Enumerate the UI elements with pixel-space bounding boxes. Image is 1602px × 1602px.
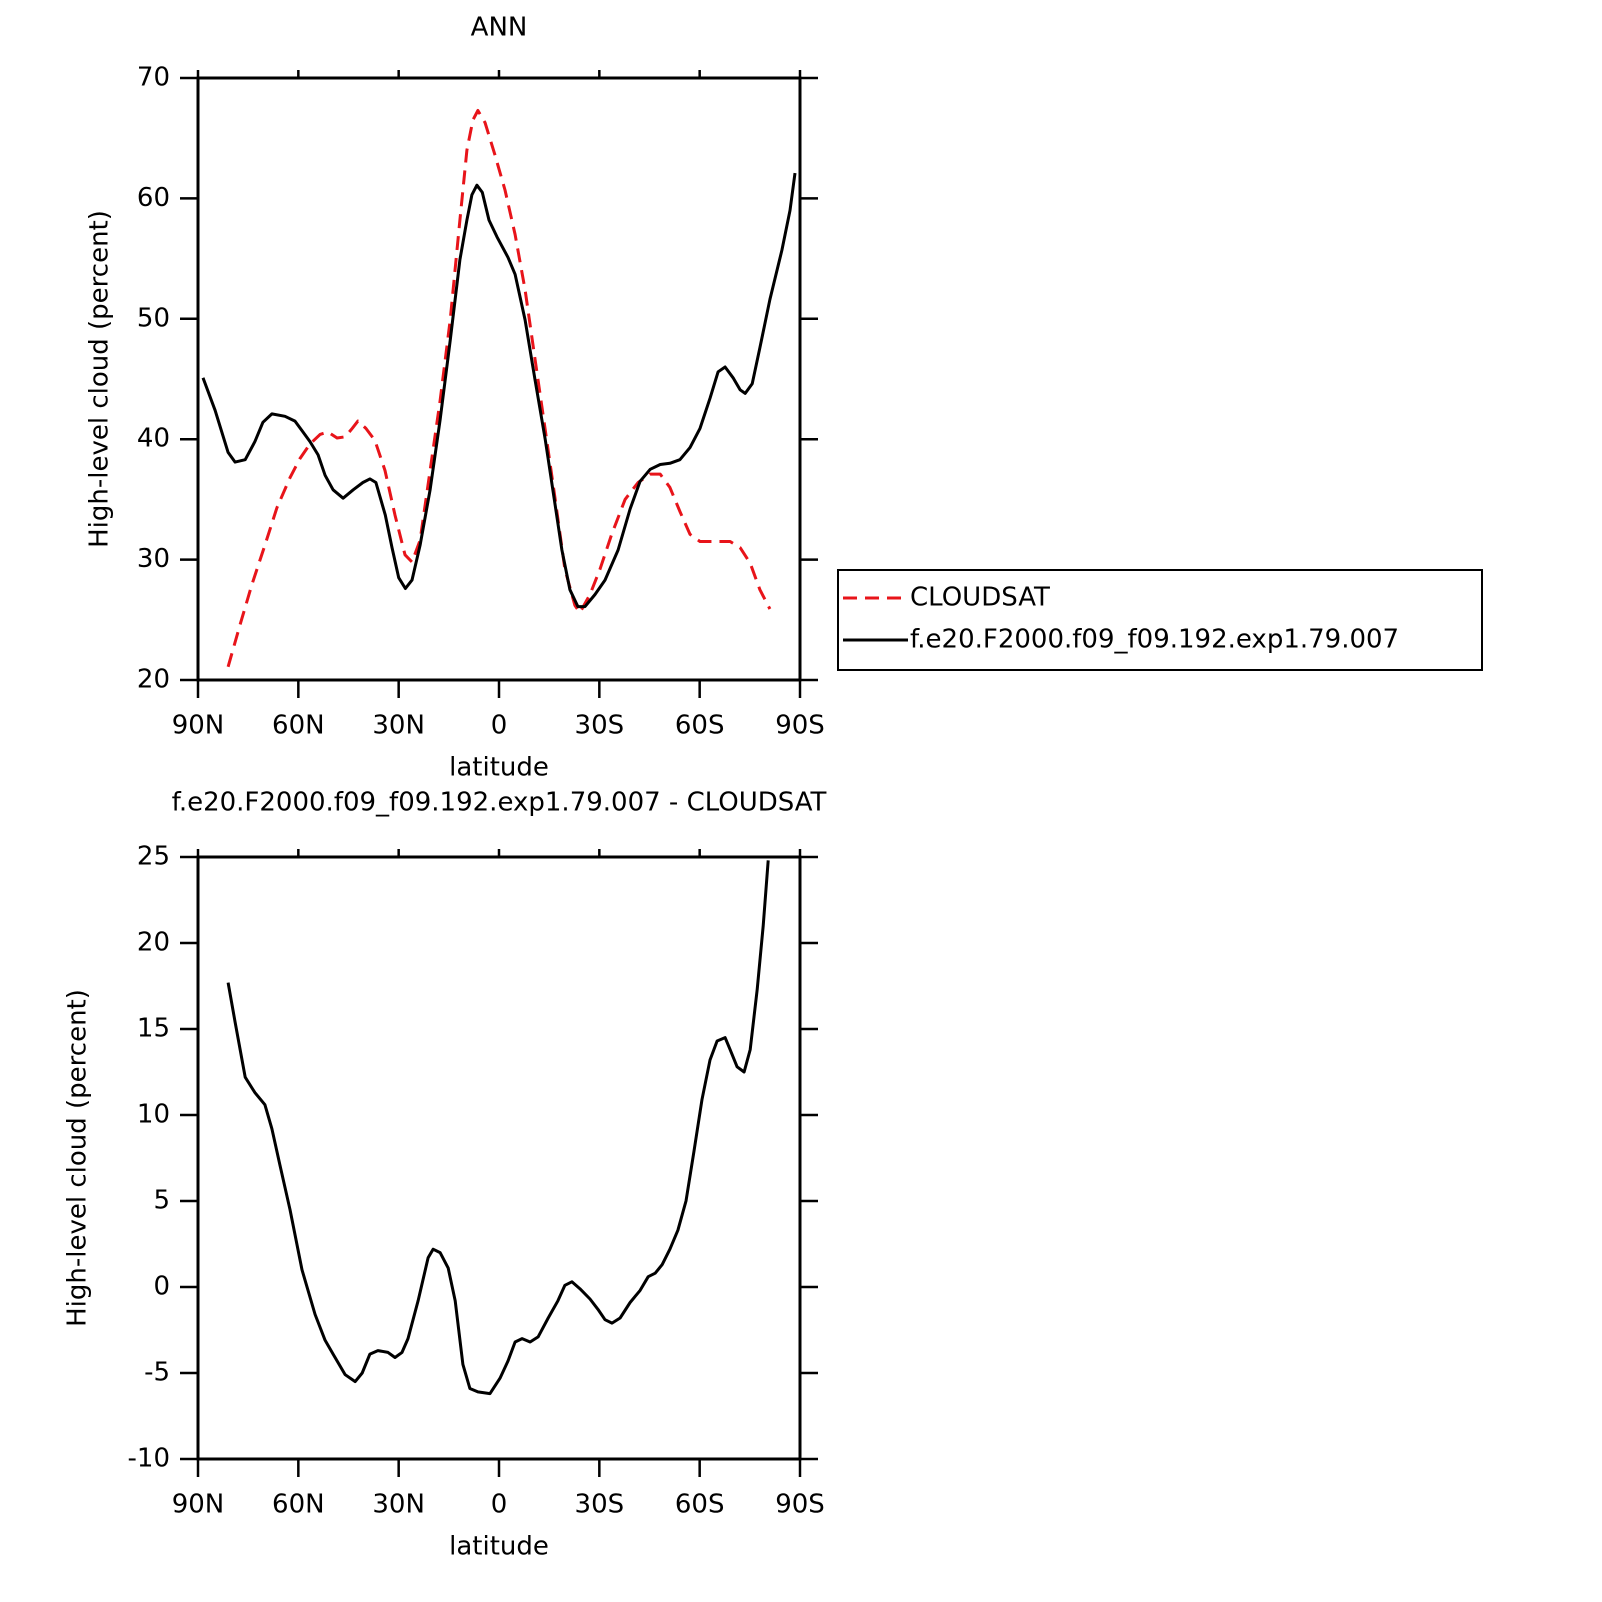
x-tick-label: 30N	[372, 1490, 425, 1520]
y-tick-label: -10	[128, 1444, 170, 1474]
legend-label: CLOUDSAT	[910, 583, 1050, 613]
x-tick-label: 90S	[775, 711, 825, 741]
y-tick-label: 20	[137, 665, 170, 695]
y-tick-label: 10	[137, 1100, 170, 1130]
legend-box	[837, 569, 1483, 671]
x-tick-label: 90S	[775, 1490, 825, 1520]
y-tick-label: 50	[137, 303, 170, 333]
x-tick-label: 0	[491, 711, 508, 741]
chart-title: ANN	[471, 13, 528, 43]
legend-label: f.e20.F2000.f09_f09.192.exp1.79.007	[910, 625, 1399, 655]
y-tick-label: 70	[137, 63, 170, 93]
y-tick-label: 30	[137, 544, 170, 574]
x-tick-label: 30S	[575, 1490, 625, 1520]
y-tick-label: 15	[137, 1014, 170, 1044]
x-tick-label: 30N	[372, 711, 425, 741]
data-line	[226, 109, 772, 668]
data-line	[201, 172, 797, 609]
plot-frame	[196, 855, 802, 1461]
y-axis-label: High-level cloud (percent)	[63, 989, 93, 1327]
x-tick-label: 60S	[675, 1490, 725, 1520]
x-tick-label: 60S	[675, 711, 725, 741]
y-axis-label: High-level cloud (percent)	[85, 210, 115, 548]
data-line	[226, 860, 770, 1396]
y-tick-label: -5	[144, 1358, 170, 1388]
chart-title: f.e20.F2000.f09_f09.192.exp1.79.007 - CL…	[172, 788, 827, 818]
y-tick-label: 0	[153, 1272, 170, 1302]
y-tick-label: 5	[153, 1186, 170, 1216]
x-tick-label: 60N	[272, 1490, 325, 1520]
y-tick-label: 40	[137, 424, 170, 454]
x-tick-label: 30S	[575, 711, 625, 741]
y-tick-label: 25	[137, 842, 170, 872]
y-tick-label: 20	[137, 928, 170, 958]
x-tick-label: 90N	[172, 711, 225, 741]
plot-frame	[196, 76, 802, 682]
x-axis-label: latitude	[449, 1532, 549, 1562]
x-tick-label: 90N	[172, 1490, 225, 1520]
x-tick-label: 60N	[272, 711, 325, 741]
x-axis-label: latitude	[449, 753, 549, 783]
y-tick-label: 60	[137, 183, 170, 213]
x-tick-label: 0	[491, 1490, 508, 1520]
